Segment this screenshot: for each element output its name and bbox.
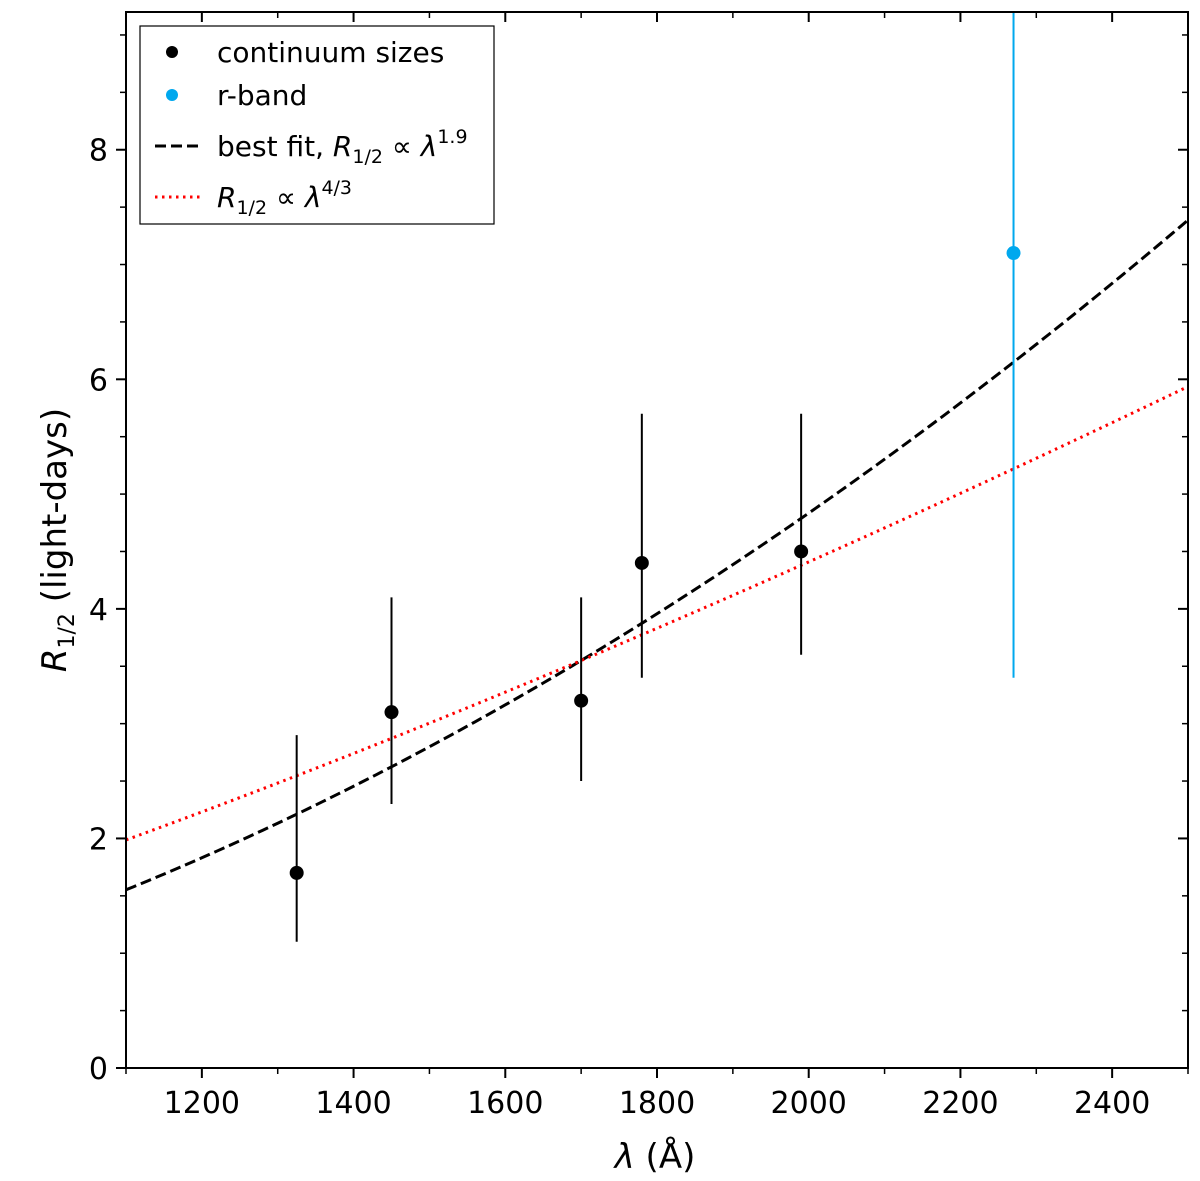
legend-bestfit-sup: 1.9: [437, 126, 467, 148]
legend-box: [139, 25, 495, 225]
legend-43-prop: ∝: [267, 181, 305, 214]
legend-bestfit-sub: 1/2: [352, 146, 383, 168]
fit-curves: [125, 218, 1189, 892]
legend-marker-rband: [166, 89, 178, 101]
legend-label-rband: r-band: [217, 79, 307, 112]
y-axis-label: R1/2 (light-days): [35, 408, 80, 672]
legend-label-bestfit: best fit, R1/2 ∝ λ1.9: [217, 126, 468, 168]
y-axis-unit: (light-days): [35, 408, 75, 613]
x-tick-label: 1400: [315, 1086, 391, 1121]
y-tick-label: 4: [89, 593, 108, 628]
y-tick-label: 8: [89, 134, 108, 169]
tick-labels: 1200 1400 1600 1800 2000 2200 2400 0 2 4 6 8: [89, 134, 1150, 1121]
continuum-point: [574, 693, 589, 708]
legend-label-continuum: continuum sizes: [217, 36, 444, 69]
legend-label-43: R1/2 ∝ λ4/3: [217, 177, 352, 219]
y-tick-label: 2: [89, 822, 108, 857]
y-tick-label: 6: [89, 363, 108, 398]
continuum-point: [634, 555, 649, 570]
x-tick-label: 2000: [771, 1086, 847, 1121]
continuum-point: [289, 865, 304, 880]
plot-frame: [125, 11, 1189, 1069]
x-axis-label: λ (Å): [613, 1136, 696, 1177]
legend-43-sup: 4/3: [321, 177, 352, 199]
y-axis-symbol: R: [35, 649, 75, 673]
power-43-curve: [125, 385, 1189, 842]
x-tick-label: 1600: [467, 1086, 543, 1121]
legend: continuum sizes r-band best fit, R1/2 ∝ …: [139, 25, 495, 225]
best-fit-curve: [125, 218, 1189, 892]
continuum-point: [384, 705, 399, 720]
x-tick-label: 1200: [164, 1086, 240, 1121]
x-axis-symbol: λ: [613, 1137, 635, 1177]
x-tick-label: 2400: [1074, 1086, 1150, 1121]
legend-bestfit-var: λ: [419, 130, 438, 163]
legend-bestfit-prefix: best fit,: [217, 130, 333, 163]
legend-43-sub: 1/2: [236, 197, 267, 219]
data-points: [289, 12, 1021, 942]
legend-bestfit-prop: ∝: [383, 130, 421, 163]
legend-bestfit-symbol: R: [333, 130, 352, 163]
y-axis-sub: 1/2: [55, 613, 80, 648]
rband-point: [1006, 246, 1021, 261]
x-tick-label: 2200: [922, 1086, 998, 1121]
axis-ticks: [116, 12, 1189, 1078]
legend-43-symbol: R: [217, 181, 236, 214]
legend-marker-continuum: [166, 46, 178, 58]
x-axis-unit: (Å): [635, 1136, 696, 1177]
y-tick-label: 0: [89, 1052, 108, 1087]
legend-43-var: λ: [303, 181, 322, 214]
continuum-point: [794, 544, 809, 559]
x-tick-label: 1800: [619, 1086, 695, 1121]
